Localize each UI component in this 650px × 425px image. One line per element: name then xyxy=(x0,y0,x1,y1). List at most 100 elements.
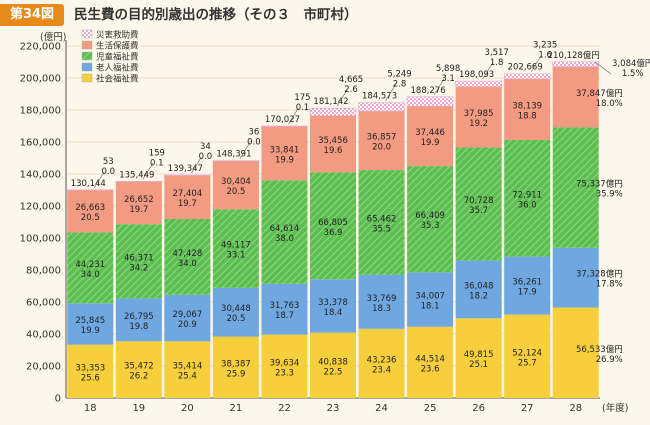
segment-percent-label: 18.1 xyxy=(421,302,440,312)
y-tick-label: 40,000 xyxy=(26,330,61,341)
segment-percent-label: 17.8% xyxy=(596,280,623,290)
y-tick-label: 140,000 xyxy=(20,170,61,181)
callout-line xyxy=(594,61,611,75)
disaster-percent-label: 0.0 xyxy=(247,138,261,148)
x-tick-label: 20 xyxy=(181,403,194,414)
callout-line xyxy=(433,78,445,95)
segment-value-label: 30,404 xyxy=(221,177,251,187)
x-tick-label: 21 xyxy=(230,403,243,414)
segment-value-label: 47,428 xyxy=(172,249,202,259)
bar-segment xyxy=(552,61,599,67)
segment-value-label: 37,847億円 xyxy=(576,88,623,99)
segment-percent-label: 36.9 xyxy=(324,228,343,238)
bar-segment xyxy=(212,209,259,288)
segment-value-label: 35,472 xyxy=(124,362,154,372)
total-label: 202,669 xyxy=(508,63,543,73)
bar-segment xyxy=(67,303,114,345)
segment-value-label: 33,841 xyxy=(270,145,300,155)
bar-segment xyxy=(504,139,551,257)
bar-segment xyxy=(552,247,599,308)
y-tick-label: 180,000 xyxy=(20,106,61,117)
bar-segment xyxy=(310,172,356,280)
bar-segment xyxy=(455,318,502,398)
segment-percent-label: 26.9% xyxy=(596,355,623,365)
segment-value-label: 65,462 xyxy=(367,214,397,224)
y-tick-label: 220,000 xyxy=(20,42,61,53)
bar-segment xyxy=(212,160,259,210)
bar-segment xyxy=(552,66,599,128)
disaster-value-label: 175 xyxy=(294,93,310,103)
segment-percent-label: 36.0 xyxy=(518,200,537,210)
segment-percent-label: 19.9 xyxy=(81,326,100,336)
x-tick-label: 28 xyxy=(569,403,582,414)
legend-swatch xyxy=(81,29,93,39)
segment-percent-label: 20.5 xyxy=(81,213,100,223)
segment-percent-label: 20.9 xyxy=(178,320,197,330)
callout-line xyxy=(482,62,493,80)
total-label: 130,144 xyxy=(71,179,106,189)
disaster-value-label: 3,517 xyxy=(484,48,508,58)
callout-line xyxy=(191,156,202,174)
bar-segment xyxy=(115,181,163,183)
total-label: 148,391 xyxy=(216,150,251,160)
bar-segment xyxy=(358,111,405,171)
segment-value-label: 33,769 xyxy=(367,294,397,304)
segment-value-label: 43,236 xyxy=(367,355,397,365)
segment-percent-label: 20.5 xyxy=(226,314,245,324)
y-tick-label: 80,000 xyxy=(26,266,61,277)
segment-value-label: 40,838 xyxy=(318,357,348,367)
segment-percent-label: 19.2 xyxy=(469,119,488,129)
segment-value-label: 29,067 xyxy=(172,310,202,320)
x-tick-label: 22 xyxy=(278,403,291,414)
chart-title: 民生費の目的別歳出の推移（その３ 市町村） xyxy=(74,7,358,23)
bar-segment xyxy=(310,115,356,173)
bar-segment xyxy=(455,80,502,87)
bar-segment xyxy=(67,344,114,398)
segment-value-label: 49,815 xyxy=(464,350,494,360)
disaster-value-label: 53 xyxy=(103,157,114,167)
x-tick-label: 24 xyxy=(375,403,388,414)
bar-segment xyxy=(164,174,211,176)
bar-segment xyxy=(164,294,211,342)
segment-value-label: 70,728 xyxy=(464,196,494,206)
disaster-percent-label: 1.6 xyxy=(538,51,552,61)
callout-line xyxy=(530,55,542,72)
y-unit-label: (億円) xyxy=(40,31,66,43)
segment-percent-label: 18.4 xyxy=(324,308,343,318)
bar-segment xyxy=(407,166,454,273)
segment-percent-label: 19.7 xyxy=(178,199,197,209)
segment-value-label: 38,139 xyxy=(512,101,542,111)
segment-value-label: 37,446 xyxy=(415,128,445,138)
segment-percent-label: 20.5 xyxy=(226,187,245,197)
bar-segment xyxy=(115,224,162,299)
total-label: 170,027 xyxy=(265,115,300,125)
bar-segment xyxy=(67,232,114,304)
y-tick-label: 60,000 xyxy=(26,298,61,309)
callout-line xyxy=(94,171,105,188)
bar-segment xyxy=(504,78,551,140)
segment-percent-label: 35.9% xyxy=(596,190,623,200)
disaster-percent-label: 3.1 xyxy=(441,74,455,84)
bar-segment xyxy=(503,73,551,80)
disaster-value-label: 3,235 xyxy=(533,41,557,51)
bar-segment xyxy=(261,334,308,398)
segment-value-label: 46,371 xyxy=(124,253,154,263)
segment-value-label: 75,337億円 xyxy=(576,179,623,190)
segment-percent-label: 34.0 xyxy=(81,270,100,280)
x-unit-label: (年度) xyxy=(602,402,628,414)
segment-value-label: 33,353 xyxy=(75,363,105,373)
x-tick-label: 27 xyxy=(521,403,534,414)
bar-segment xyxy=(309,107,357,116)
segment-percent-label: 19.9 xyxy=(275,155,294,165)
bar-segment xyxy=(212,160,260,162)
bar-segment xyxy=(67,189,114,191)
segment-percent-label: 22.5 xyxy=(324,367,343,377)
segment-value-label: 26,795 xyxy=(124,312,154,322)
disaster-percent-label: 2.8 xyxy=(393,80,407,90)
segment-value-label: 36,261 xyxy=(512,278,542,288)
segment-value-label: 38,387 xyxy=(221,359,251,369)
segment-percent-label: 19.6 xyxy=(324,146,343,156)
disaster-percent-label: 2.6 xyxy=(344,85,358,95)
bar-segment xyxy=(504,256,551,315)
